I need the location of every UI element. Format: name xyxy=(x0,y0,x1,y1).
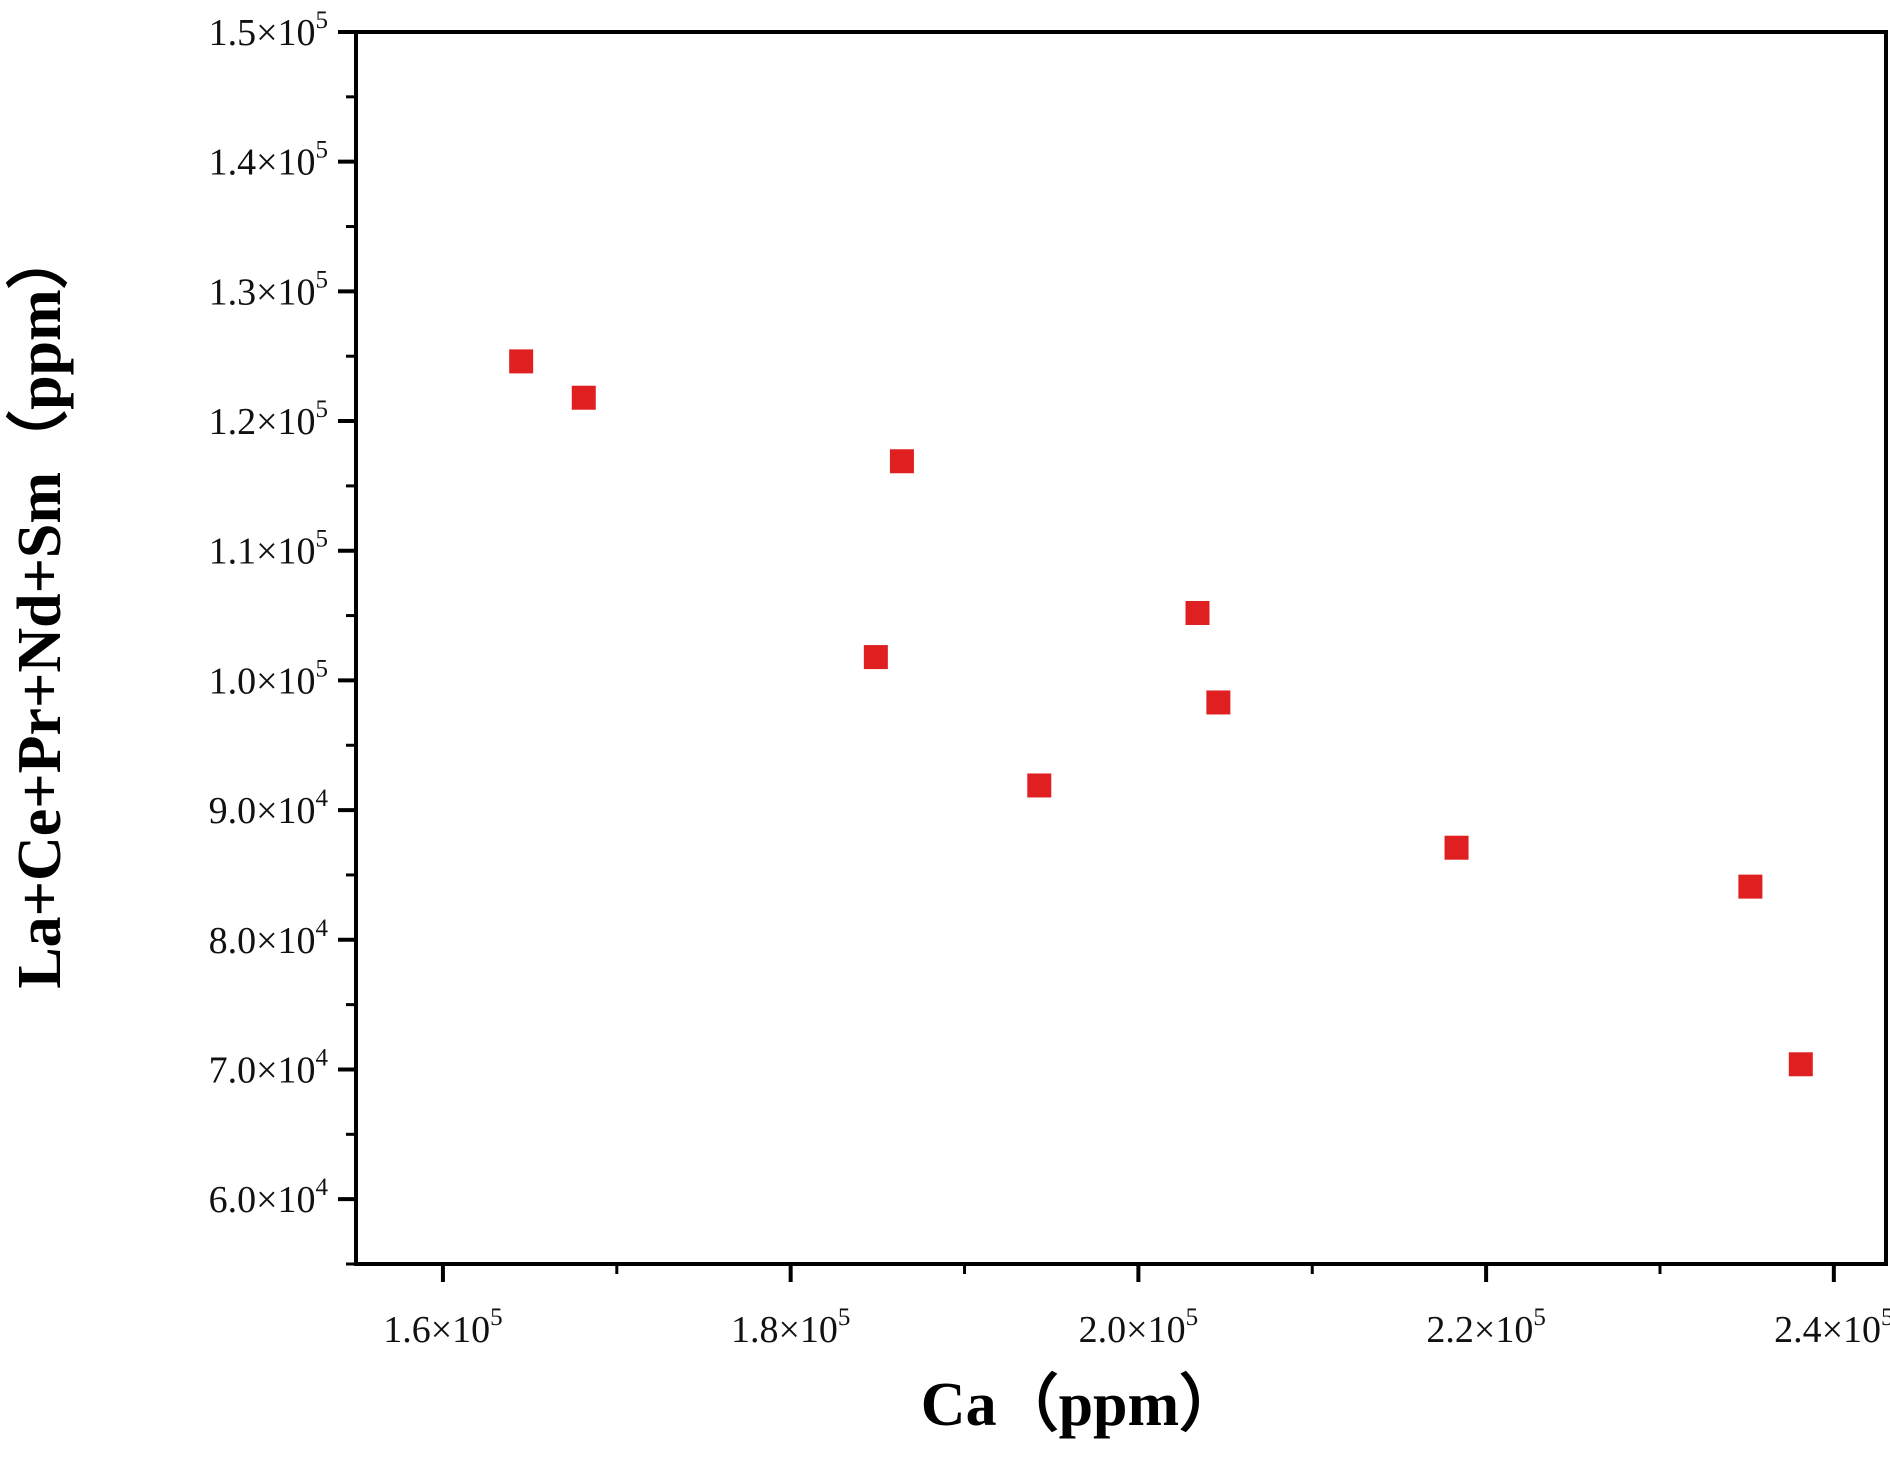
x-axis-title: Ca（ppm） xyxy=(921,1369,1241,1439)
y-tick-exponent: 5 xyxy=(316,526,329,553)
points-layer xyxy=(509,349,1813,1077)
x-tick-label: 1.6×105 xyxy=(383,1304,502,1351)
y-tick-mantissa: 1.4×10 xyxy=(209,142,316,184)
y-tick-exponent: 4 xyxy=(316,1174,329,1201)
x-tick-exponent: 5 xyxy=(1881,1304,1890,1331)
data-point xyxy=(509,349,534,374)
y-tick-exponent: 5 xyxy=(316,396,329,423)
y-tick-exponent: 5 xyxy=(316,266,329,293)
plot-frame xyxy=(354,30,1888,1266)
y-tick-exponent: 5 xyxy=(316,655,329,682)
y-tick-exponent: 5 xyxy=(316,137,329,164)
x-tick-exponent: 5 xyxy=(1533,1304,1546,1331)
y-tick-mantissa: 1.1×10 xyxy=(209,531,316,573)
x-tick-label: 2.4×105 xyxy=(1774,1304,1890,1351)
y-tick-label: 1.0×105 xyxy=(209,655,328,702)
y-tick-label: 1.2×105 xyxy=(209,396,328,443)
y-tick-label: 1.5×105 xyxy=(209,7,328,54)
y-tick-mantissa: 7.0×10 xyxy=(209,1049,316,1091)
x-tick-mantissa: 2.0×10 xyxy=(1079,1309,1186,1351)
y-tick-exponent: 4 xyxy=(316,915,329,942)
data-point xyxy=(889,449,914,474)
y-tick-label: 7.0×104 xyxy=(209,1044,329,1091)
y-tick-label: 1.3×105 xyxy=(209,266,328,313)
x-tick-mantissa: 2.4×10 xyxy=(1774,1309,1881,1351)
data-point xyxy=(1788,1052,1813,1077)
ticks-layer: 1.6×105 1.8×105 2.0×105 2.2×105 2.4×1056.0×1… xyxy=(209,7,1890,1351)
y-tick-mantissa: 1.2×10 xyxy=(209,401,316,443)
x-tick-exponent: 5 xyxy=(490,1304,503,1331)
data-point xyxy=(1185,600,1210,625)
y-tick-mantissa: 6.0×10 xyxy=(209,1179,316,1221)
y-tick-mantissa: 8.0×10 xyxy=(209,920,316,962)
y-tick-mantissa: 1.3×10 xyxy=(209,271,316,313)
y-tick-mantissa: 1.0×10 xyxy=(209,660,316,702)
y-tick-label: 1.1×105 xyxy=(209,526,328,573)
y-tick-exponent: 4 xyxy=(316,1044,329,1071)
y-axis-title: La+Ce+Pr+Nd+Sm（ppm） xyxy=(4,227,74,988)
data-point xyxy=(1444,835,1469,860)
x-tick-mantissa: 2.2×10 xyxy=(1426,1309,1533,1351)
data-point xyxy=(863,645,888,670)
y-tick-exponent: 4 xyxy=(316,785,329,812)
x-tick-label: 2.2×105 xyxy=(1426,1304,1545,1351)
data-point xyxy=(1027,773,1052,798)
y-tick-mantissa: 9.0×10 xyxy=(209,790,316,832)
y-tick-label: 8.0×104 xyxy=(209,915,329,962)
x-tick-mantissa: 1.6×10 xyxy=(383,1309,490,1351)
x-tick-mantissa: 1.8×10 xyxy=(731,1309,838,1351)
y-tick-label: 6.0×104 xyxy=(209,1174,329,1221)
data-point xyxy=(1738,874,1763,899)
y-tick-label: 1.4×105 xyxy=(209,137,328,184)
y-tick-exponent: 5 xyxy=(316,7,329,34)
y-tick-label: 9.0×104 xyxy=(209,785,329,832)
x-tick-label: 1.8×105 xyxy=(731,1304,850,1351)
x-tick-exponent: 5 xyxy=(1186,1304,1199,1331)
x-tick-label: 2.0×105 xyxy=(1079,1304,1198,1351)
data-point xyxy=(571,385,596,410)
y-tick-mantissa: 1.5×10 xyxy=(209,12,316,54)
x-tick-exponent: 5 xyxy=(838,1304,851,1331)
data-point xyxy=(1206,690,1231,715)
